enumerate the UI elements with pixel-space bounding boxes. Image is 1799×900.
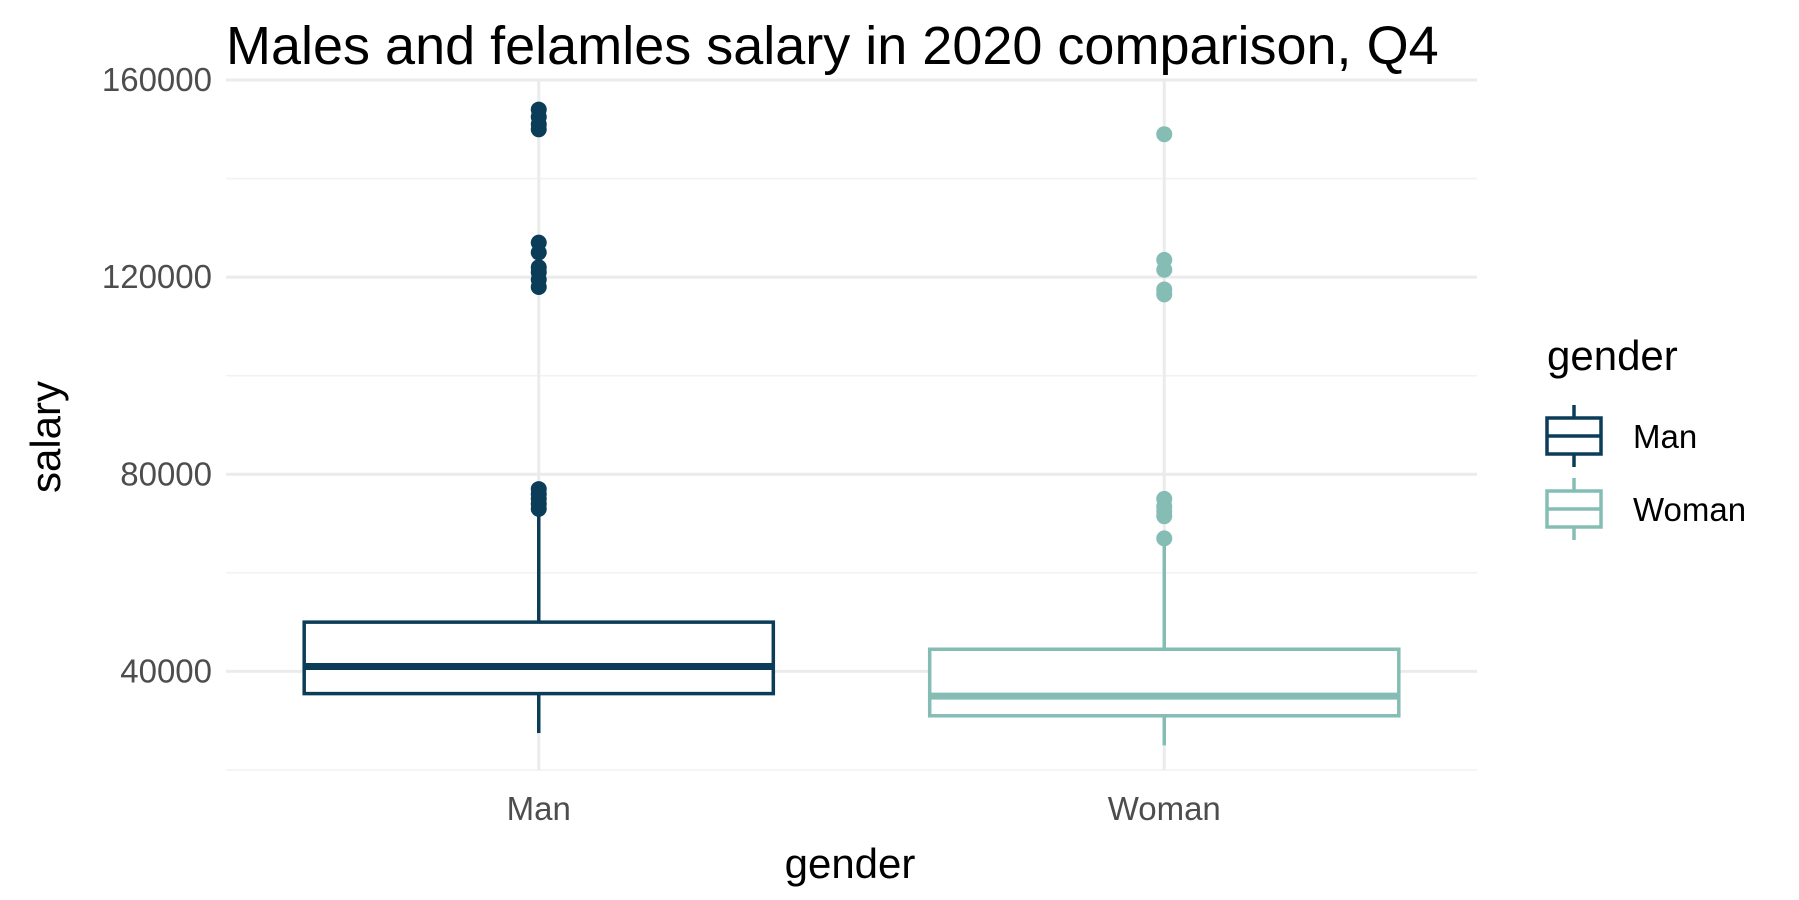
y-tick-label: 40000 [120, 652, 212, 689]
x-axis-title: gender [785, 840, 916, 887]
outlier-point [530, 259, 547, 276]
y-tick-label: 120000 [102, 258, 212, 295]
outlier-point [1156, 281, 1173, 298]
x-tick-label: Woman [1108, 790, 1221, 827]
legend-title: gender [1547, 332, 1678, 379]
legend-label: Man [1633, 418, 1697, 455]
box [302, 620, 776, 696]
y-tick-label: 160000 [102, 61, 212, 98]
boxplot-man [302, 101, 776, 734]
chart-title: Males and felamles salary in 2020 compar… [226, 16, 1439, 76]
x-tick-label: Man [507, 790, 571, 827]
legend: gender Man Woman [1545, 332, 1746, 540]
legend-key-man [1545, 405, 1603, 467]
legend-label: Woman [1633, 491, 1746, 528]
outlier-point [530, 234, 547, 251]
outlier-point [1156, 490, 1173, 507]
outlier-point [1156, 251, 1173, 268]
box [927, 647, 1401, 718]
y-tick-label: 80000 [120, 455, 212, 492]
outlier-point [530, 481, 547, 498]
plot-area [302, 101, 1401, 746]
y-axis: 40000 80000 120000 160000 [102, 61, 212, 689]
outlier-point [1156, 530, 1173, 547]
x-axis: Man Woman [507, 790, 1221, 827]
boxplot-woman [927, 126, 1401, 746]
y-axis-title: salary [22, 381, 69, 493]
outlier-point [530, 101, 547, 118]
legend-key-woman [1545, 478, 1603, 540]
outlier-point [1156, 126, 1173, 143]
